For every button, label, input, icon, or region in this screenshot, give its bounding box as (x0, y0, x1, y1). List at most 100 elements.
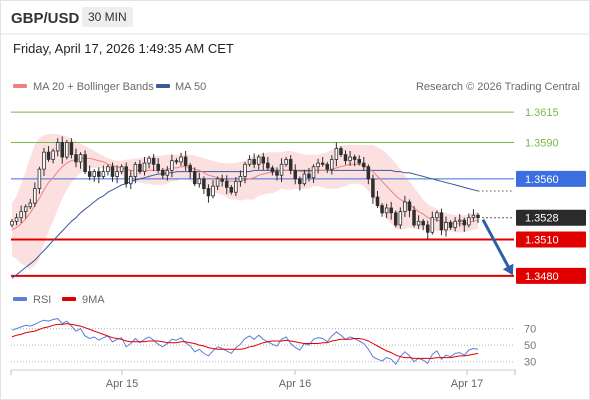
candle-body (430, 217, 435, 233)
candle-body (138, 163, 142, 172)
candle-body (270, 167, 275, 172)
candle-body (78, 154, 83, 163)
candle-body (42, 151, 46, 170)
level-label-1-3590: 1.3590 (525, 137, 559, 149)
time-tick-label: Apr 17 (451, 378, 483, 390)
bollinger-band-area (12, 134, 478, 269)
level-label-1-3560: 1.3560 (525, 174, 559, 186)
candle-body (476, 214, 480, 219)
candle-body (425, 224, 430, 233)
candle-body (92, 171, 96, 177)
candle-body (252, 159, 256, 165)
rsi9-line (11, 323, 479, 359)
symbol-title: GBP/USD (11, 10, 80, 27)
candle-body (23, 206, 28, 213)
candle-body (101, 171, 106, 177)
candle-body (439, 212, 444, 231)
candle-body (371, 178, 375, 198)
candle-body (389, 207, 393, 214)
candle-body (10, 220, 14, 226)
candle-body (279, 163, 284, 176)
candle-body (320, 162, 325, 165)
candle-body (453, 220, 457, 228)
candle-body (462, 219, 467, 226)
research-credit: Research © 2026 Trading Central (416, 81, 580, 93)
candle-body (156, 163, 160, 171)
candle-body (256, 156, 261, 165)
candle-body (115, 171, 119, 177)
candle-body (307, 173, 311, 179)
candle-body (211, 185, 215, 197)
candle-body (46, 151, 51, 160)
candle-body (444, 222, 448, 231)
candle-body (110, 166, 115, 177)
candle-body (407, 201, 412, 211)
level-label-1-3528: 1.3528 (525, 213, 559, 225)
candle-body (352, 156, 357, 160)
candle-body (293, 169, 298, 180)
candle-body (380, 205, 384, 214)
candle-body (220, 178, 224, 182)
level-label-bg (516, 170, 586, 187)
candle-body (384, 207, 389, 214)
level-label-bg (516, 209, 586, 226)
rsi-panel: 70 50 30 (11, 318, 536, 369)
rsi-legend: RSI 9MA (13, 294, 105, 306)
candle-body (170, 160, 174, 171)
ma20-legend-swatch (13, 84, 27, 88)
candle-body (69, 142, 74, 155)
candle-body (284, 159, 288, 165)
candle-body (311, 166, 316, 179)
candle-body (83, 154, 87, 172)
candle-body (343, 154, 348, 162)
candle-body (224, 180, 229, 188)
level-label-1-3510: 1.3510 (525, 235, 559, 247)
rsi9-legend-swatch (62, 297, 76, 301)
candle-body (261, 156, 266, 164)
candle-body (330, 159, 334, 170)
forecast-arrow-shaft (481, 218, 512, 271)
forecast-arrow-head (502, 263, 514, 276)
level-lines (11, 111, 514, 277)
candle-body (348, 156, 352, 162)
candle-body (97, 171, 101, 177)
bollinger-bands (12, 134, 478, 269)
candle-body (87, 171, 92, 177)
rsi-tick-30: 30 (524, 357, 536, 369)
candle-body (188, 165, 192, 172)
candle-body (435, 212, 439, 219)
candle-body (179, 156, 183, 163)
candle-body (51, 150, 55, 160)
candle-body (362, 162, 366, 168)
candle-body (412, 210, 416, 226)
rsi-legend-swatch (13, 297, 27, 301)
candle-body (448, 222, 453, 228)
candle-body (403, 201, 407, 213)
candle-body (106, 166, 110, 172)
level-label-bg (516, 231, 586, 248)
forecast (481, 218, 514, 276)
price-legend: MA 20 + Bollinger Bands MA 50 Research ©… (13, 81, 580, 93)
candle-body (247, 159, 252, 165)
candle-body (65, 142, 69, 158)
candle-body (375, 196, 380, 206)
candle-body (394, 212, 398, 226)
ma20-legend-label: MA 20 + Bollinger Bands (33, 81, 154, 93)
level-label-1-3615: 1.3615 (525, 107, 559, 119)
candle-body (215, 178, 220, 187)
candle-body (28, 202, 33, 208)
candle-body (55, 142, 60, 152)
level-label-1-3480: 1.3480 (525, 271, 559, 283)
candle-body (19, 211, 23, 219)
rsi-tick-70: 70 (524, 324, 536, 336)
candle-body (74, 154, 78, 163)
time-tick-label: Apr 15 (106, 378, 138, 390)
level-label-bg (516, 267, 586, 284)
candle-body (161, 169, 165, 176)
timeframe-badge[interactable]: 30 MIN (82, 7, 133, 27)
time-tick-label: Apr 16 (279, 378, 311, 390)
candle-body (183, 156, 188, 166)
candle-body (142, 162, 147, 172)
ma50-legend-label: MA 50 (175, 81, 206, 93)
